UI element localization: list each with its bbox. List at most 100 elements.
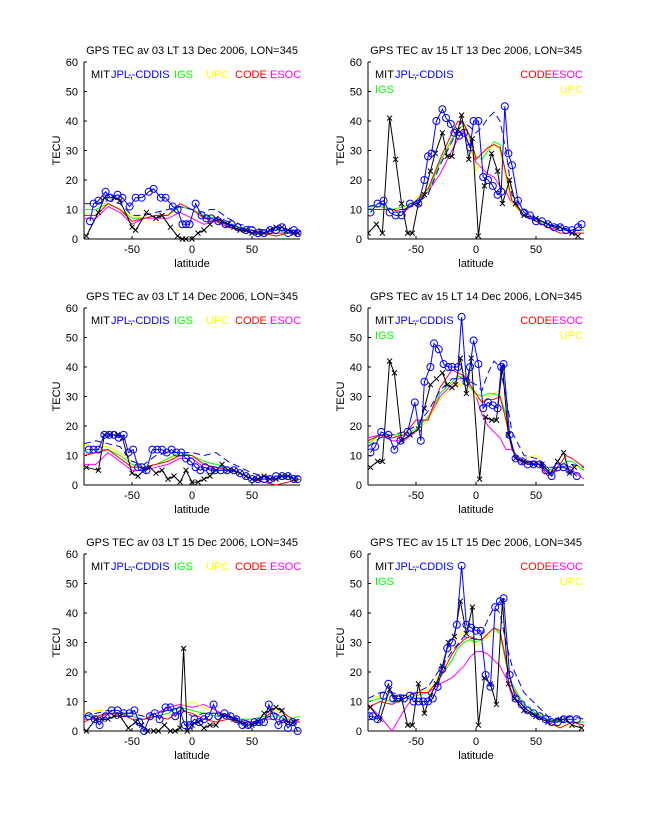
data-point-jpl	[517, 700, 526, 709]
data-point-mit	[488, 417, 495, 423]
legend-entry-esoc: ESOC	[270, 315, 301, 327]
legend-entry-upc: UPC	[206, 561, 229, 573]
y-tick-label: 50	[350, 579, 362, 591]
data-point-jpl	[377, 427, 386, 436]
data-point-jpl	[532, 217, 540, 226]
y-axis-title: TECU	[335, 381, 347, 411]
data-point-jpl	[216, 466, 225, 475]
data-point-jpl	[414, 199, 423, 208]
y-tick-label: 50	[350, 333, 362, 345]
data-point-mit	[155, 728, 162, 734]
x-tick-label: 0	[189, 736, 195, 748]
data-point-mit	[415, 680, 422, 687]
data-point-mit	[171, 473, 177, 480]
data-point-jpl	[86, 217, 94, 226]
data-point-jpl	[278, 472, 286, 481]
series-line-mit	[370, 358, 575, 480]
data-point-jpl	[166, 703, 175, 712]
data-point-jpl	[242, 226, 250, 235]
data-point-jpl	[368, 208, 375, 217]
data-point-jpl	[284, 724, 292, 733]
legend-entry-esoc: ESOC	[552, 69, 583, 81]
data-point-jpl	[185, 220, 194, 229]
legend-entry-jpl: JPL,	[395, 69, 417, 81]
data-point-jpl	[427, 149, 436, 158]
chart-title: GPS TEC av 03 LT 15 Dec 2006, LON=345	[86, 537, 298, 549]
data-point-mit	[493, 417, 500, 423]
legend-entry-esoc: ESOC	[270, 561, 301, 573]
legend: MIT JPL,--CDDIS IGS UPC CODE ESOC	[91, 561, 301, 573]
data-point-jpl	[434, 345, 443, 354]
legend-entry-igs: IGS	[174, 561, 193, 573]
legend-entry-esoc: ESOC	[270, 69, 301, 81]
data-point-jpl	[446, 119, 455, 128]
y-tick-label: 40	[350, 362, 362, 374]
data-point-mit	[482, 414, 489, 421]
data-point-mit	[469, 604, 476, 610]
data-point-jpl	[202, 214, 211, 223]
chart-title: GPS TEC av 03 LT 13 Dec 2006, LON=345	[86, 45, 298, 57]
plot-area	[84, 184, 302, 242]
data-point-jpl	[553, 463, 562, 472]
data-point-jpl	[481, 670, 490, 679]
data-point-jpl	[293, 475, 302, 484]
chart-title: GPS TEC av 15 LT 14 Dec 2006, LON=345	[370, 291, 582, 303]
data-point-jpl	[432, 117, 441, 125]
data-point-jpl	[101, 712, 110, 721]
data-point-jpl	[562, 226, 570, 235]
data-point-mit	[195, 479, 201, 485]
data-point-jpl	[371, 442, 380, 451]
data-point-mit	[506, 177, 513, 183]
data-point-jpl	[499, 360, 508, 369]
x-tick-label: -50	[408, 490, 424, 502]
data-point-jpl	[254, 229, 262, 238]
data-point-jpl	[131, 193, 140, 202]
plot-area	[368, 312, 585, 482]
x-tick-label: -50	[408, 244, 424, 256]
y-tick-label: 20	[350, 421, 362, 433]
legend: MIT JPL,--CDDIS IGS UPC CODE ESOC	[91, 69, 301, 81]
data-point-jpl	[511, 694, 520, 703]
data-point-mit	[409, 230, 416, 236]
data-point-jpl	[250, 718, 259, 727]
legend-entry-jpl: JPL,	[111, 69, 133, 81]
y-tick-label: 0	[72, 726, 78, 738]
legend-entry-mit: MIT	[91, 69, 110, 81]
data-point-jpl	[523, 460, 532, 469]
y-tick-label: 60	[350, 303, 362, 315]
data-point-mit	[147, 464, 153, 471]
legend-entry-esoc: ESOC	[552, 561, 583, 573]
data-point-mit	[207, 221, 213, 228]
data-point-mit	[189, 479, 195, 485]
y-tick-label: 0	[356, 480, 362, 492]
data-point-jpl	[204, 712, 213, 721]
y-tick-label: 10	[350, 697, 362, 709]
data-point-jpl	[410, 398, 419, 407]
data-point-mit	[207, 722, 213, 728]
data-point-jpl	[153, 445, 162, 454]
data-point-jpl	[452, 620, 461, 629]
x-tick-label: 0	[473, 736, 479, 748]
data-point-jpl	[173, 205, 182, 214]
y-axis-title: TECU	[51, 135, 63, 165]
legend-entry-cddis: --CDDIS	[412, 69, 454, 81]
y-tick-label: 40	[66, 608, 78, 620]
data-point-mit	[578, 725, 585, 731]
x-axis-title: latitude	[458, 750, 493, 762]
data-point-mit	[201, 227, 207, 234]
data-point-jpl	[191, 199, 200, 208]
data-point-mit	[398, 200, 405, 207]
data-point-jpl	[134, 463, 142, 472]
data-point-jpl	[572, 715, 581, 724]
legend-entry-jpl: JPL,	[395, 315, 417, 327]
data-point-jpl	[182, 220, 190, 229]
plot-area	[368, 561, 585, 732]
legend-entry-igs: IGS	[375, 330, 394, 342]
x-tick-label: -50	[408, 736, 424, 748]
data-point-mit	[444, 381, 451, 388]
data-point-jpl	[466, 363, 474, 371]
data-point-jpl	[466, 143, 474, 152]
data-point-jpl	[460, 128, 468, 137]
x-tick-label: 50	[246, 244, 258, 256]
y-tick-label: 50	[66, 333, 78, 345]
